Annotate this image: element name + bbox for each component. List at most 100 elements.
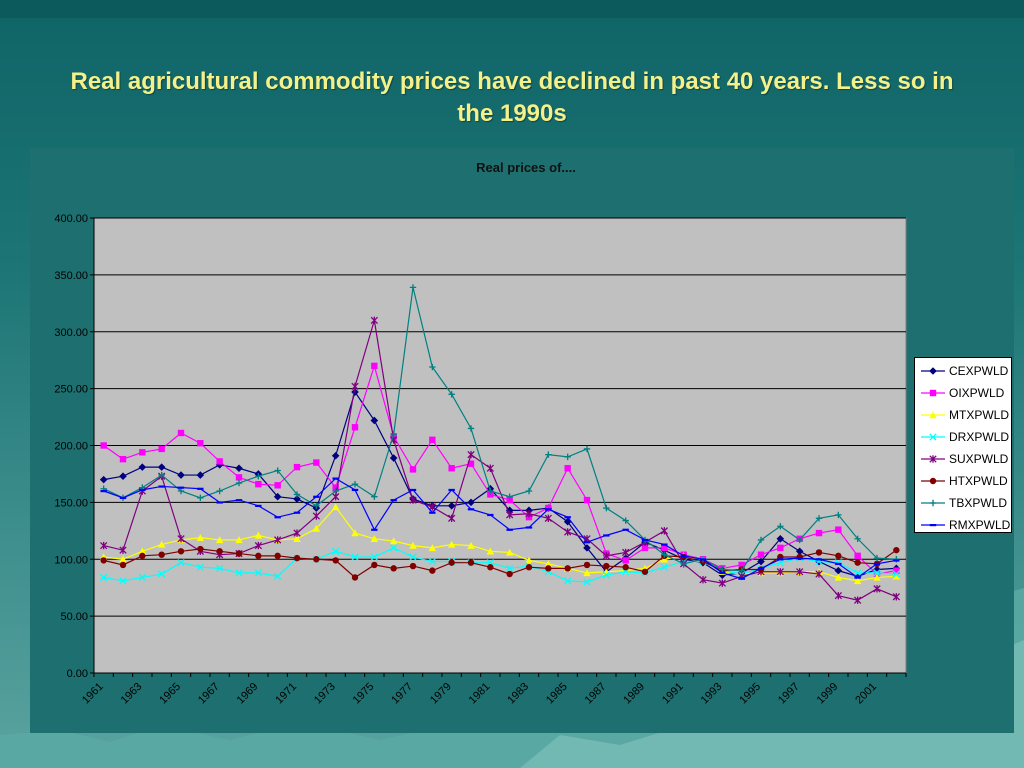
point-tbxpwld [216, 487, 223, 495]
point-oixpwld [545, 504, 552, 512]
point-rmxpwld [583, 541, 591, 544]
point-suxpwld [467, 450, 475, 459]
point-htxpwld [603, 562, 610, 570]
point-oixpwld [622, 557, 629, 564]
point-tbxpwld [680, 560, 687, 567]
point-oixpwld [139, 449, 146, 456]
point-rmxpwld [545, 508, 552, 511]
x-tick-label: 1963 [119, 681, 145, 707]
point-cexpwld [795, 547, 804, 556]
point-rmxpwld [719, 571, 726, 575]
point-rmxpwld [873, 562, 881, 565]
x-tick-label: 1983 [505, 681, 531, 707]
legend-marker [929, 411, 937, 419]
point-drxpwld [158, 570, 166, 578]
y-tick-label: 200.00 [54, 441, 88, 453]
point-htxpwld [429, 567, 436, 574]
point-mtxpwld [215, 536, 224, 544]
point-tbxpwld [525, 487, 533, 495]
x-tick-label: 1997 [776, 681, 802, 707]
point-oixpwld [448, 465, 455, 472]
point-rmxpwld [351, 488, 359, 492]
point-suxpwld [544, 514, 552, 522]
point-suxpwld [796, 568, 804, 576]
point-oixpwld [255, 480, 262, 488]
point-mtxpwld [293, 535, 301, 542]
point-mtxpwld [834, 573, 843, 581]
point-rmxpwld [506, 528, 513, 531]
point-rmxpwld [158, 485, 165, 488]
point-rmxpwld [854, 576, 861, 579]
point-rmxpwld [487, 513, 494, 517]
point-suxpwld [834, 591, 842, 600]
point-tbxpwld [545, 451, 552, 458]
series-line-mtxpwld [103, 505, 897, 582]
point-mtxpwld [370, 535, 379, 542]
point-cexpwld [235, 464, 243, 473]
point-mtxpwld [235, 536, 243, 544]
x-tick-label: 1975 [351, 681, 377, 707]
point-cexpwld [331, 451, 340, 460]
x-tick-label: 1981 [467, 681, 493, 707]
point-oixpwld [583, 496, 591, 504]
point-drxpwld [892, 570, 900, 578]
point-tbxpwld [757, 536, 765, 544]
legend-item-cexpwld: CEXPWLD [915, 360, 1011, 382]
point-mtxpwld [486, 547, 495, 555]
point-drxpwld [119, 577, 127, 585]
legend-swatch [921, 455, 945, 463]
point-oixpwld [487, 491, 494, 498]
point-rmxpwld [564, 516, 571, 519]
y-tick-label: 150.00 [54, 497, 88, 509]
legend-swatch [921, 499, 945, 507]
point-rmxpwld [622, 528, 629, 531]
point-drxpwld [660, 563, 668, 571]
point-tbxpwld [603, 504, 610, 512]
legend-label: RMXPWLD [949, 518, 1011, 532]
point-htxpwld [351, 574, 359, 581]
point-drxpwld [873, 569, 881, 577]
point-mtxpwld [331, 503, 340, 511]
point-htxpwld [545, 565, 552, 572]
point-mtxpwld [389, 537, 398, 545]
point-cexpwld [177, 471, 185, 479]
point-rmxpwld [313, 495, 320, 498]
y-tick-label: 300.00 [54, 327, 88, 339]
point-mtxpwld [583, 569, 591, 577]
point-rmxpwld [197, 487, 204, 490]
point-rmxpwld [409, 488, 417, 492]
point-tbxpwld [293, 491, 301, 498]
point-tbxpwld [583, 445, 591, 453]
point-tbxpwld [467, 425, 475, 432]
point-mtxpwld [119, 555, 127, 563]
point-drxpwld [274, 572, 282, 580]
point-oixpwld [409, 466, 417, 473]
point-oixpwld [235, 474, 243, 481]
point-oixpwld [835, 526, 842, 533]
point-cexpwld [99, 475, 108, 484]
point-tbxpwld [409, 284, 417, 291]
point-htxpwld [332, 557, 339, 564]
legend-marker [929, 524, 937, 527]
point-suxpwld [854, 596, 862, 604]
point-mtxpwld [254, 531, 263, 539]
legend-swatch [921, 433, 945, 441]
y-tick-label: 100.00 [54, 554, 88, 566]
x-tick-label: 1969 [235, 681, 261, 707]
point-mtxpwld [544, 560, 553, 567]
point-rmxpwld [100, 490, 107, 493]
point-suxpwld [370, 316, 378, 325]
point-htxpwld [139, 552, 146, 560]
series-line-tbxpwld [103, 287, 897, 572]
point-suxpwld [409, 496, 417, 504]
legend-label: MTXPWLD [949, 408, 1009, 422]
point-rmxpwld [235, 499, 243, 502]
point-tbxpwld [564, 453, 571, 461]
point-drxpwld [138, 573, 146, 582]
point-suxpwld [293, 529, 301, 537]
point-drxpwld [196, 563, 204, 571]
point-rmxpwld [255, 504, 262, 507]
point-suxpwld [564, 528, 572, 536]
point-htxpwld [641, 568, 649, 575]
point-oixpwld [429, 436, 436, 444]
